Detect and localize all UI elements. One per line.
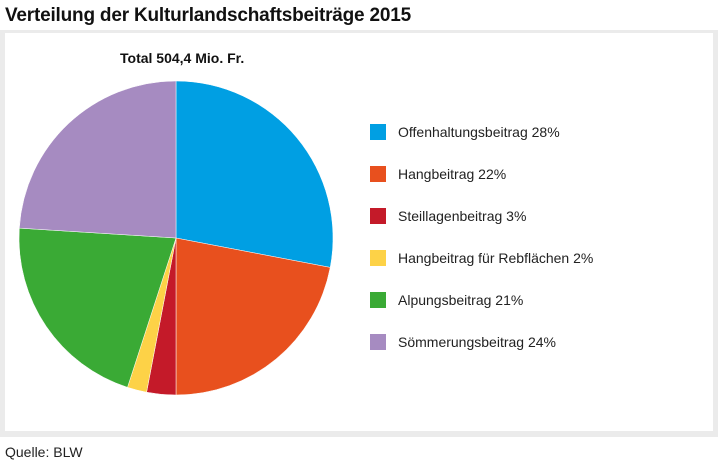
legend-label: Sömmerungsbeitrag 24% (398, 334, 556, 350)
legend-item: Alpungsbeitrag 21% (370, 291, 523, 309)
chart-panel: Total 504,4 Mio. Fr. Offenhaltungsbeitra… (5, 33, 713, 431)
legend-item: Sömmerungsbeitrag 24% (370, 333, 556, 351)
legend-label: Steillagenbeitrag 3% (398, 208, 527, 224)
legend-label: Alpungsbeitrag 21% (398, 292, 524, 308)
legend-swatch (370, 250, 386, 266)
chart-frame: Total 504,4 Mio. Fr. Offenhaltungsbeitra… (0, 30, 718, 437)
legend-swatch (370, 334, 386, 350)
legend-swatch (370, 166, 386, 182)
legend-item: Hangbeitrag für Rebflächen 2% (370, 249, 593, 267)
legend-swatch (370, 124, 386, 140)
legend-swatch (370, 208, 386, 224)
legend-swatch (370, 292, 386, 308)
pie-chart (18, 80, 334, 396)
source-note: Quelle: BLW (5, 444, 83, 460)
pie-slice-0 (175, 80, 334, 268)
legend-label: Offenhaltungsbeitrag 28% (398, 124, 560, 140)
pie-total-label: Total 504,4 Mio. Fr. (120, 50, 245, 66)
legend-label: Hangbeitrag 22% (398, 166, 507, 182)
pie-slice-4 (18, 227, 177, 388)
legend-label: Hangbeitrag für Rebflächen 2% (398, 250, 594, 266)
pie-slice-5 (19, 80, 177, 239)
legend-item: Steillagenbeitrag 3% (370, 207, 526, 225)
legend-item: Hangbeitrag 22% (370, 165, 506, 183)
pie-slice-1 (175, 237, 331, 396)
chart-title: Verteilung der Kulturlandschaftsbeiträge… (5, 5, 411, 26)
legend-item: Offenhaltungsbeitrag 28% (370, 123, 560, 141)
